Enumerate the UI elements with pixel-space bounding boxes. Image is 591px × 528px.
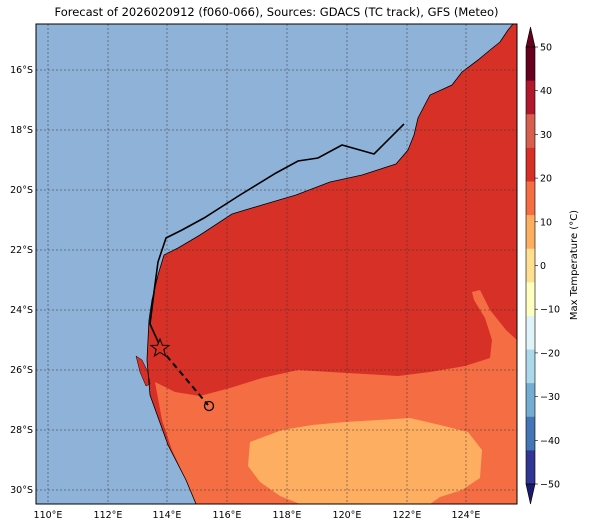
colorbar-tick-label: −40 xyxy=(540,436,560,447)
graticule xyxy=(36,24,517,504)
colorbar-segments xyxy=(526,47,535,485)
colorbar-segment xyxy=(526,215,535,250)
lat-tick-label: 28°S xyxy=(10,425,33,436)
colorbar-ticks: 50 40 30 20 10 0 −10 −20 −30 −40 −50 xyxy=(535,43,560,491)
colorbar-tick-label: −10 xyxy=(540,305,560,316)
map-title: Forecast of 2026020912 (f060-066), Sourc… xyxy=(54,5,499,19)
tc-track-forecast xyxy=(159,347,209,406)
colorbar-tick-label: 40 xyxy=(540,86,552,97)
colorbar-tick-label: 50 xyxy=(540,43,552,54)
colorbar-segment xyxy=(526,80,535,115)
tc-track-past xyxy=(149,123,405,347)
colorbar-tick-label: 20 xyxy=(540,174,552,185)
lon-tick-labels: 110°E 112°E 114°E 116°E 118°E 120°E 122°… xyxy=(34,510,481,521)
lon-tick-label: 116°E xyxy=(213,510,242,521)
colorbar-segment xyxy=(526,282,535,317)
colorbar-tick-label: 0 xyxy=(540,261,546,272)
colorbar-segment xyxy=(526,416,535,451)
colorbar-segment xyxy=(526,181,535,216)
lat-tick-label: 20°S xyxy=(10,185,33,196)
colorbar-segment xyxy=(526,450,535,485)
lon-tick-label: 118°E xyxy=(273,510,302,521)
land-region-10-20 xyxy=(248,418,482,504)
colorbar-segment xyxy=(526,47,535,82)
lon-tick-label: 110°E xyxy=(34,510,63,521)
lat-tick-label: 24°S xyxy=(10,305,33,316)
colorbar-segment xyxy=(526,349,535,384)
colorbar-segment xyxy=(526,383,535,418)
colorbar-segment xyxy=(526,114,535,149)
colorbar-bottom-arrow xyxy=(525,483,536,505)
island-dirk-hartog xyxy=(135,355,151,387)
lon-tick-label: 112°E xyxy=(94,510,123,521)
colorbar-segment xyxy=(526,147,535,182)
lat-tick-label: 18°S xyxy=(10,125,33,136)
map-frame xyxy=(35,23,518,505)
lat-tick-label: 16°S xyxy=(10,65,33,76)
lon-tick-label: 120°E xyxy=(333,510,362,521)
colorbar-top-arrow xyxy=(525,26,536,48)
lat-tick-label: 30°S xyxy=(10,485,33,496)
colorbar-tick-label: −20 xyxy=(540,348,560,359)
colorbar-segment xyxy=(526,315,535,351)
colorbar-label: Max Temperature (°C) xyxy=(569,210,580,320)
lat-tick-labels: 16°S 18°S 20°S 22°S 24°S 26°S 28°S 30°S xyxy=(10,65,33,496)
colorbar-tick-label: 10 xyxy=(540,217,552,228)
lon-tick-label: 122°E xyxy=(393,510,422,521)
lon-tick-label: 114°E xyxy=(153,510,182,521)
lon-tick-label: 124°E xyxy=(452,510,481,521)
colorbar-tick-label: −50 xyxy=(540,480,560,491)
lat-tick-label: 22°S xyxy=(10,245,33,256)
colorbar-segment xyxy=(526,248,535,283)
colorbar-tick-label: −30 xyxy=(540,392,560,403)
colorbar-tick-label: 30 xyxy=(540,130,552,141)
tc-forecast-position-circle xyxy=(203,400,215,412)
tc-current-position-star xyxy=(149,337,171,358)
lat-tick-label: 26°S xyxy=(10,365,33,376)
colorbar: 50 40 30 20 10 0 −10 −20 −30 −40 −50 Max Temperatu… xyxy=(525,26,580,505)
coastline xyxy=(146,23,514,505)
